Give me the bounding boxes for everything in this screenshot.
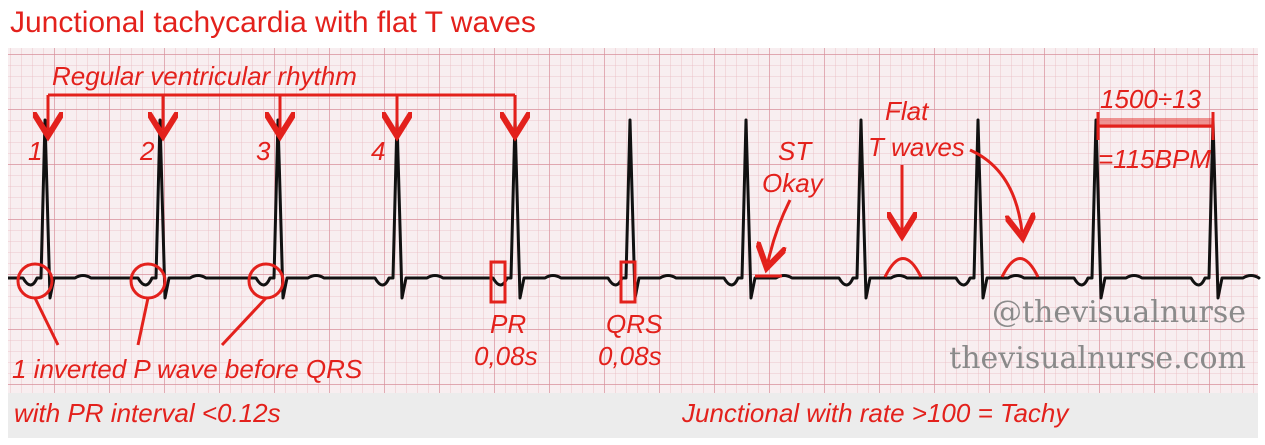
st-label: Okay <box>762 168 825 198</box>
t-wave <box>883 257 923 278</box>
beat-number: 2 <box>139 136 155 166</box>
rate-bracket <box>1096 112 1215 140</box>
qrs-box <box>619 260 637 304</box>
t-arrow <box>969 148 1022 232</box>
qrs-label: QRS <box>606 309 663 339</box>
flat-t-waves <box>883 148 1040 278</box>
pr-label: PR <box>490 309 526 339</box>
ecg-trace <box>8 118 1261 300</box>
rate-result: =115BPM <box>1098 144 1211 174</box>
pr-value: 0,08s <box>474 341 538 371</box>
flat-t-label: Flat <box>885 96 930 126</box>
footer-left: with PR interval <0.12s <box>14 398 281 428</box>
watermark: @thevisualnurse <box>992 295 1246 330</box>
title: Junctional tachycardia with flat T waves <box>10 6 536 39</box>
flat-t-label: T waves <box>868 132 965 162</box>
st-arrow <box>768 199 792 262</box>
footer-right: Junctional with rate >100 = Tachy <box>681 398 1070 428</box>
ecg-line <box>8 118 1261 300</box>
pr-box <box>489 260 507 304</box>
beat-number: 3 <box>256 136 271 166</box>
rate-calc: 1500÷13 <box>1100 84 1202 114</box>
p-wave-circles <box>16 262 285 347</box>
t-wave <box>1000 257 1040 278</box>
beat-number: 1 <box>28 136 42 166</box>
watermark: thevisualnurse.com <box>949 341 1246 376</box>
inverted-p-label: 1 inverted P wave before QRS <box>12 354 363 384</box>
footer-strip <box>8 393 1258 438</box>
rhythm-label: Regular ventricular rhythm <box>52 61 357 91</box>
beat-number: 4 <box>371 136 385 166</box>
beat-arrows <box>48 95 515 130</box>
qrs-value: 0,08s <box>598 341 662 371</box>
st-label: ST <box>778 136 813 166</box>
rate-hatch <box>1100 118 1212 128</box>
